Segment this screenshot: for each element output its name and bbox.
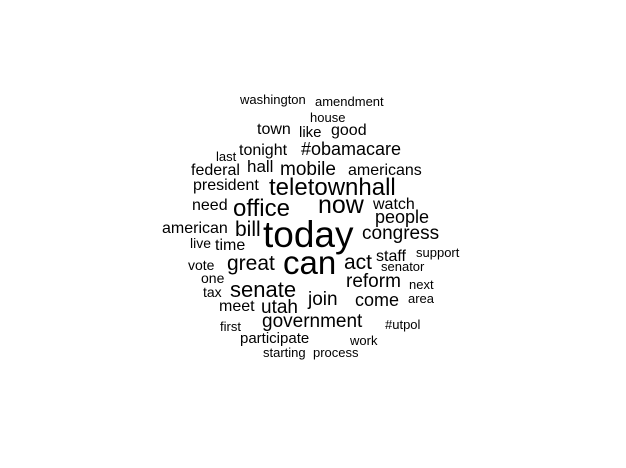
cloud-word-need: need xyxy=(192,197,228,214)
cloud-word-last: last xyxy=(216,149,237,164)
cloud-word-people: people xyxy=(375,207,429,227)
cloud-word-like: like xyxy=(299,124,322,141)
cloud-word-reform: reform xyxy=(346,271,401,292)
cloud-word-one: one xyxy=(201,270,225,286)
cloud-word-mobile: mobile xyxy=(280,159,336,180)
cloud-word-utah: utah xyxy=(261,297,298,318)
cloud-word-president: president xyxy=(193,177,259,194)
cloud-word-great: great xyxy=(227,252,275,275)
cloud-word-bill: bill xyxy=(235,218,261,241)
cloud-word-office: office xyxy=(233,195,290,222)
cloud-word-can: can xyxy=(283,244,336,281)
cloud-word-participate: participate xyxy=(240,330,309,347)
cloud-word-join: join xyxy=(307,289,338,310)
cloud-word-american: american xyxy=(162,220,228,237)
cloud-word-town: town xyxy=(257,121,291,138)
cloud-word-good: good xyxy=(331,122,367,139)
cloud-word-hall: hall xyxy=(247,157,273,176)
cloud-word-congress: congress xyxy=(362,223,439,244)
cloud-word-americans: americans xyxy=(348,162,422,179)
cloud-word-tonight: tonight xyxy=(239,142,288,159)
cloud-word-teletownhall: teletownhall xyxy=(269,174,396,201)
cloud-word-support: support xyxy=(416,245,460,260)
cloud-word-vote: vote xyxy=(188,257,215,273)
cloud-word-washington: washington xyxy=(239,92,306,107)
cloud-word-today: today xyxy=(263,214,354,255)
cloud-word-starting: starting xyxy=(263,345,306,360)
cloud-word-staff: staff xyxy=(376,248,407,265)
cloud-word-area: area xyxy=(408,291,435,306)
cloud-word-government: government xyxy=(262,311,363,332)
cloud-word-tax: tax xyxy=(203,284,222,300)
cloud-word-house: house xyxy=(310,110,345,125)
cloud-word-obamacare: #obamacare xyxy=(301,139,401,159)
cloud-word-first: first xyxy=(220,319,241,334)
cloud-word-meet: meet xyxy=(219,298,255,315)
cloud-word-act: act xyxy=(344,251,372,274)
cloud-word-amendment: amendment xyxy=(315,94,384,109)
cloud-word-work: work xyxy=(349,333,378,348)
cloud-word-federal: federal xyxy=(191,162,240,179)
cloud-word-next: next xyxy=(409,277,434,292)
cloud-word-utpol: #utpol xyxy=(385,317,421,332)
cloud-word-process: process xyxy=(313,345,359,360)
cloud-word-live: live xyxy=(190,235,211,251)
cloud-word-watch: watch xyxy=(372,196,415,213)
cloud-word-senate: senate xyxy=(230,277,296,302)
cloud-word-time: time xyxy=(215,237,245,254)
cloud-word-come: come xyxy=(355,290,399,310)
cloud-word-now: now xyxy=(318,191,365,219)
cloud-word-senator: senator xyxy=(381,259,425,274)
